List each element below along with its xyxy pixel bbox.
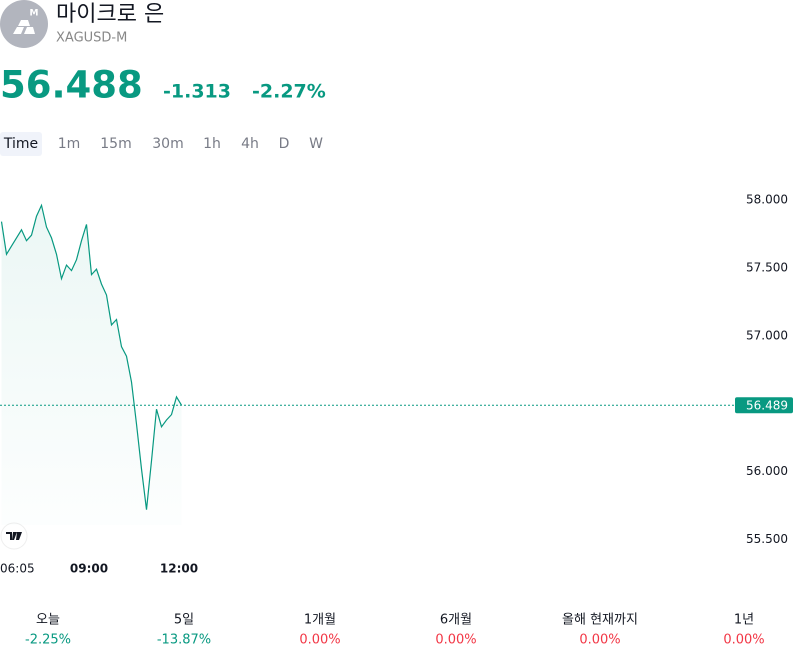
period-value: -13.87% xyxy=(157,633,211,648)
period-value: 0.00% xyxy=(579,633,620,648)
area-fill xyxy=(1,205,182,526)
y-tick-label: 57.000 xyxy=(746,328,788,342)
interval-selected-bg xyxy=(0,132,42,156)
y-tick-label: 55.500 xyxy=(746,532,788,546)
interval-button[interactable]: 1h xyxy=(203,136,221,152)
period-value: 0.00% xyxy=(435,633,476,648)
period-value: 0.00% xyxy=(299,633,340,648)
x-tick-label: 12:00 xyxy=(160,562,198,576)
period-value: 0.00% xyxy=(723,633,764,648)
title: 마이크로 은 xyxy=(56,2,164,27)
period-label: 6개월 xyxy=(440,613,472,628)
period-label: 오늘 xyxy=(36,613,60,628)
icon-label: M xyxy=(30,9,39,19)
last-price-box xyxy=(735,397,793,414)
interval-button[interactable]: D xyxy=(279,136,290,152)
interval-button[interactable]: Time xyxy=(3,136,38,152)
symbol-icon: M xyxy=(0,0,48,48)
change-percent: -2.27% xyxy=(252,81,326,103)
period-label: 올해 현재까지 xyxy=(562,613,638,628)
y-tick-label: 56.000 xyxy=(746,464,788,478)
y-tick-label: 57.500 xyxy=(746,260,788,274)
symbol: XAGUSD-M xyxy=(56,31,127,46)
interval-button[interactable]: 30m xyxy=(152,136,183,152)
period-value: -2.25% xyxy=(25,633,71,648)
interval-button[interactable]: 4h xyxy=(241,136,259,152)
x-tick-label: 09:00 xyxy=(70,562,108,576)
tv-logo xyxy=(0,522,28,550)
x-tick-label: 06:05 xyxy=(0,562,35,576)
price-line xyxy=(0,203,183,510)
change: -1.313 xyxy=(163,81,231,103)
period-label: 1년 xyxy=(734,613,754,628)
interval-button[interactable]: 15m xyxy=(100,136,131,152)
interval-button[interactable]: 1m xyxy=(58,136,81,152)
y-tick-label: 58.000 xyxy=(746,192,788,206)
interval-button[interactable]: W xyxy=(309,136,323,152)
period-label: 5일 xyxy=(174,613,194,628)
period-label: 1개월 xyxy=(304,613,336,628)
price: 56.488 xyxy=(0,64,143,107)
last-price-label: 56.489 xyxy=(746,399,788,413)
